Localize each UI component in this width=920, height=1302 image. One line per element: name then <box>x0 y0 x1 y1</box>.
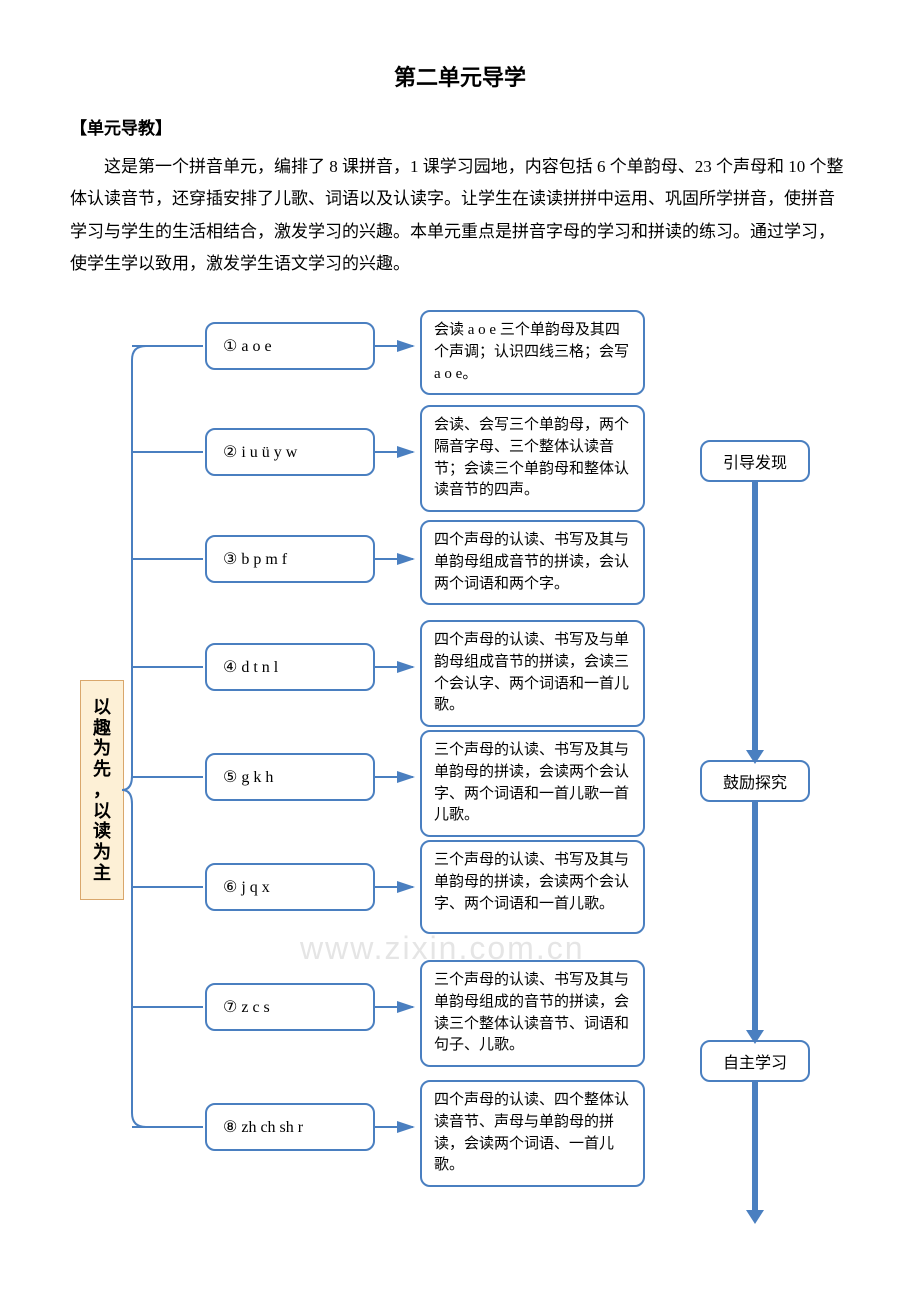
desc-box-2: 会读、会写三个单韵母，两个隔音字母、三个整体认读音节；会读三个单韵母和整体认读音… <box>420 405 645 512</box>
desc-box-5: 三个声母的认读、书写及其与单韵母的拼读，会读两个会认字、两个词语和一首儿歌一首儿… <box>420 730 645 837</box>
desc-box-8: 四个声母的认读、四个整体认读音节、声母与单韵母的拼读，会读两个词语、一首儿歌。 <box>420 1080 645 1187</box>
lesson-box-8: ⑧ zh ch sh r <box>205 1103 375 1151</box>
desc-box-7: 三个声母的认读、书写及其与单韵母组成的音节的拼读，会读三个整体认读音节、词语和句… <box>420 960 645 1067</box>
page-title: 第二单元导学 <box>70 60 850 92</box>
approach-box-3: 自主学习 <box>700 1040 810 1082</box>
lesson-box-2: ② i u ü y w <box>205 428 375 476</box>
diagram-container: www.zixin.com.cn 以趣为先，以读为主 ① a o e ② i u… <box>70 300 850 1230</box>
left-label-char: 以 <box>93 801 111 822</box>
left-label-char: 以 <box>93 697 111 718</box>
left-vertical-label: 以趣为先，以读为主 <box>80 680 124 900</box>
left-label-char: 为 <box>93 842 111 863</box>
lesson-box-6: ⑥ j q x <box>205 863 375 911</box>
left-label-char: 为 <box>93 738 111 759</box>
approach-box-1: 引导发现 <box>700 440 810 482</box>
lesson-box-4: ④ d t n l <box>205 643 375 691</box>
left-label-char: 主 <box>93 863 111 884</box>
left-label-char: 读 <box>93 821 111 842</box>
desc-box-1: 会读 a o e 三个单韵母及其四个声调；认识四线三格；会写 a o e。 <box>420 310 645 395</box>
lesson-box-7: ⑦ z c s <box>205 983 375 1031</box>
left-label-char: ， <box>93 780 111 801</box>
lesson-box-5: ⑤ g k h <box>205 753 375 801</box>
intro-paragraph: 这是第一个拼音单元，编排了 8 课拼音，1 课学习园地，内容包括 6 个单韵母、… <box>70 151 850 280</box>
approach-box-2: 鼓励探究 <box>700 760 810 802</box>
section-head: 【单元导教】 <box>70 114 850 139</box>
desc-box-4: 四个声母的认读、书写及与单韵母组成音节的拼读，会读三个会认字、两个词语和一首儿歌… <box>420 620 645 727</box>
lesson-box-3: ③ b p m f <box>205 535 375 583</box>
desc-box-3: 四个声母的认读、书写及其与单韵母组成音节的拼读，会认两个词语和两个字。 <box>420 520 645 605</box>
lesson-box-1: ① a o e <box>205 322 375 370</box>
desc-box-6: 三个声母的认读、书写及其与单韵母的拼读，会读两个会认字、两个词语和一首儿歌。 <box>420 840 645 934</box>
left-label-char: 先 <box>93 759 111 780</box>
left-label-char: 趣 <box>93 718 111 739</box>
